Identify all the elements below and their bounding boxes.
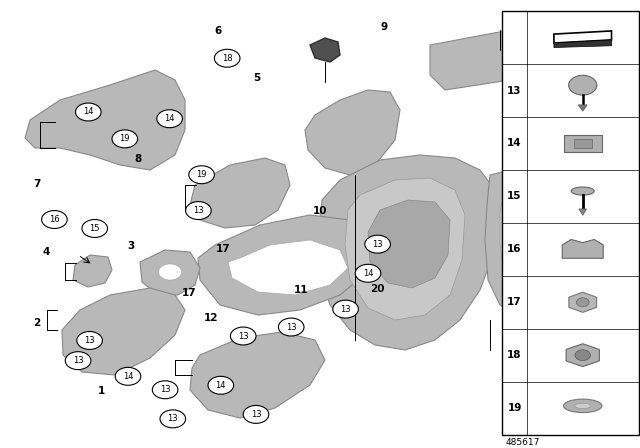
Text: 14: 14 <box>363 269 373 278</box>
Bar <box>502 11 639 435</box>
Text: 19: 19 <box>120 134 130 143</box>
Text: 9: 9 <box>380 22 388 32</box>
Text: 19: 19 <box>196 170 207 179</box>
Polygon shape <box>228 240 348 295</box>
Polygon shape <box>305 90 400 175</box>
Text: 17: 17 <box>216 244 230 254</box>
Text: 8: 8 <box>134 154 141 164</box>
Text: 4: 4 <box>42 247 50 257</box>
Circle shape <box>278 318 304 336</box>
Text: 15: 15 <box>508 191 522 202</box>
Circle shape <box>152 381 178 399</box>
Ellipse shape <box>572 187 595 195</box>
Text: 14: 14 <box>164 114 175 123</box>
Text: 13: 13 <box>286 323 296 332</box>
Text: 13: 13 <box>73 356 83 365</box>
Text: 14: 14 <box>123 372 133 381</box>
Polygon shape <box>73 255 112 287</box>
Text: 13: 13 <box>160 385 170 394</box>
Circle shape <box>575 350 590 361</box>
Text: 13: 13 <box>251 410 261 419</box>
Text: 13: 13 <box>372 240 383 249</box>
Polygon shape <box>310 38 340 62</box>
Polygon shape <box>554 31 612 43</box>
Circle shape <box>577 298 589 307</box>
Circle shape <box>76 103 101 121</box>
Circle shape <box>189 166 214 184</box>
Circle shape <box>243 405 269 423</box>
Text: 16: 16 <box>49 215 60 224</box>
Circle shape <box>112 130 138 148</box>
Text: 485617: 485617 <box>506 438 540 447</box>
Text: 14: 14 <box>216 381 226 390</box>
Circle shape <box>115 367 141 385</box>
Ellipse shape <box>564 399 602 413</box>
Polygon shape <box>579 209 587 215</box>
Circle shape <box>569 75 597 95</box>
Text: 2: 2 <box>33 318 41 327</box>
Polygon shape <box>542 325 595 362</box>
Text: 13: 13 <box>238 332 248 340</box>
Text: 14: 14 <box>508 138 522 148</box>
Polygon shape <box>569 292 596 312</box>
Polygon shape <box>62 288 185 375</box>
Polygon shape <box>198 215 375 315</box>
Polygon shape <box>564 134 602 152</box>
Polygon shape <box>485 162 640 328</box>
Polygon shape <box>25 70 185 170</box>
Circle shape <box>77 332 102 349</box>
Circle shape <box>365 235 390 253</box>
Text: 1: 1 <box>97 386 105 396</box>
Text: 14: 14 <box>83 108 93 116</box>
Polygon shape <box>190 158 290 228</box>
Text: 15: 15 <box>90 224 100 233</box>
Circle shape <box>82 220 108 237</box>
Circle shape <box>157 110 182 128</box>
Circle shape <box>208 376 234 394</box>
Text: 17: 17 <box>182 289 196 298</box>
Polygon shape <box>140 250 200 295</box>
Polygon shape <box>574 139 592 148</box>
Polygon shape <box>318 155 495 350</box>
Polygon shape <box>190 332 325 418</box>
Text: 19: 19 <box>508 403 522 413</box>
Text: 18: 18 <box>222 54 232 63</box>
Polygon shape <box>368 200 450 288</box>
Polygon shape <box>563 240 604 258</box>
Polygon shape <box>345 178 465 320</box>
Text: 11: 11 <box>294 285 308 295</box>
Circle shape <box>186 202 211 220</box>
Text: 13: 13 <box>193 206 204 215</box>
Circle shape <box>160 410 186 428</box>
Text: 5: 5 <box>253 73 261 83</box>
Ellipse shape <box>575 403 591 409</box>
Text: 13: 13 <box>84 336 95 345</box>
Polygon shape <box>554 40 612 47</box>
Polygon shape <box>430 25 640 90</box>
Text: 12: 12 <box>204 313 218 323</box>
Text: 13: 13 <box>168 414 178 423</box>
Circle shape <box>159 264 182 280</box>
Text: 13: 13 <box>508 86 522 95</box>
Text: 17: 17 <box>508 297 522 307</box>
Polygon shape <box>566 344 599 366</box>
Circle shape <box>230 327 256 345</box>
Polygon shape <box>500 176 620 306</box>
Text: 10: 10 <box>313 206 327 215</box>
Text: 20: 20 <box>371 284 385 294</box>
Circle shape <box>214 49 240 67</box>
Text: 16: 16 <box>508 244 522 254</box>
Text: 3: 3 <box>127 241 135 250</box>
Polygon shape <box>579 105 588 111</box>
Circle shape <box>333 300 358 318</box>
Text: 13: 13 <box>340 305 351 314</box>
Circle shape <box>42 211 67 228</box>
Circle shape <box>65 352 91 370</box>
Text: 7: 7 <box>33 179 41 189</box>
Circle shape <box>355 264 381 282</box>
Text: 18: 18 <box>508 350 522 360</box>
Text: 6: 6 <box>214 26 221 36</box>
